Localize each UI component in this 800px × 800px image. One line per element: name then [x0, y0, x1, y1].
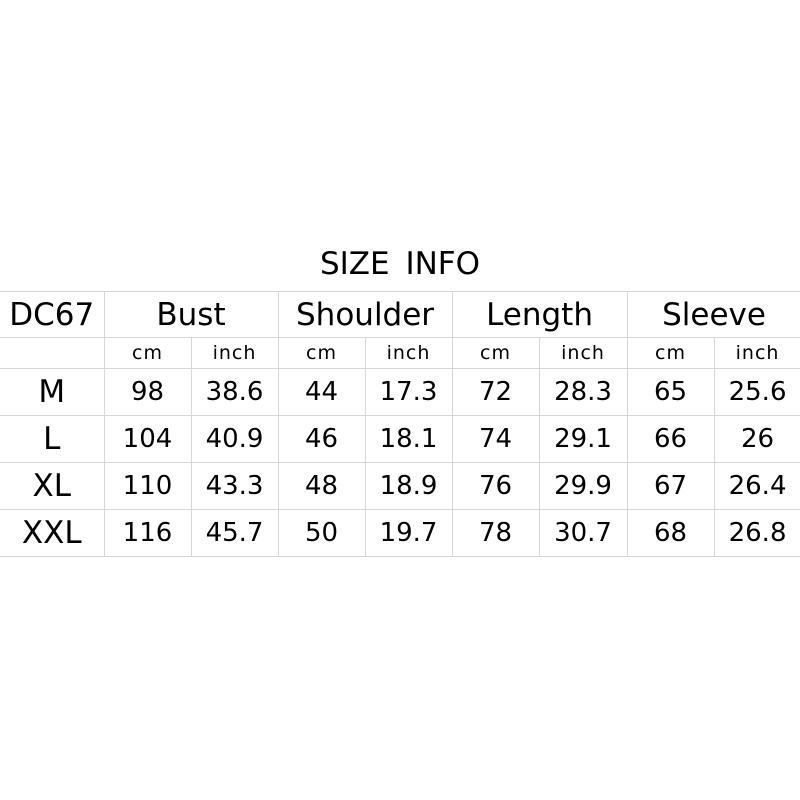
model-code: DC67 — [0, 291, 105, 338]
value-cell: 98 — [103, 368, 192, 416]
value-cell: 38.6 — [190, 368, 279, 416]
header-sleeve: Sleeve — [626, 291, 800, 338]
value-cell: 74 — [451, 415, 540, 463]
table-row: L 104 40.9 46 18.1 74 29.1 66 26 — [0, 415, 800, 463]
value-cell: 66 — [626, 415, 715, 463]
header-length: Length — [451, 291, 628, 338]
value-cell: 76 — [451, 462, 540, 510]
unit-cell: inch — [538, 337, 628, 369]
value-cell: 110 — [103, 462, 192, 510]
header-row: DC67 Bust Shoulder Length Sleeve — [0, 291, 800, 338]
table-row: XL 110 43.3 48 18.9 76 29.9 67 26.4 — [0, 462, 800, 510]
value-cell: 48 — [277, 462, 366, 510]
empty-cell — [0, 337, 105, 369]
value-cell: 29.1 — [538, 415, 628, 463]
value-cell: 78 — [451, 509, 540, 557]
value-cell: 45.7 — [190, 509, 279, 557]
header-bust: Bust — [103, 291, 279, 338]
table-row: XXL 116 45.7 50 19.7 78 30.7 68 26.8 — [0, 509, 800, 557]
value-cell: 26 — [713, 415, 800, 463]
size-label: XXL — [0, 509, 105, 557]
value-cell: 26.4 — [713, 462, 800, 510]
units-row: cm inch cm inch cm inch cm inch — [0, 337, 800, 369]
value-cell: 30.7 — [538, 509, 628, 557]
header-shoulder: Shoulder — [277, 291, 453, 338]
unit-cell: cm — [277, 337, 366, 369]
value-cell: 67 — [626, 462, 715, 510]
value-cell: 44 — [277, 368, 366, 416]
size-table: DC67 Bust Shoulder Length Sleeve cm inch c… — [0, 291, 800, 557]
value-cell: 46 — [277, 415, 366, 463]
unit-cell: inch — [364, 337, 453, 369]
value-cell: 28.3 — [538, 368, 628, 416]
value-cell: 68 — [626, 509, 715, 557]
table-row: M 98 38.6 44 17.3 72 28.3 65 25.6 — [0, 368, 800, 416]
value-cell: 29.9 — [538, 462, 628, 510]
value-cell: 65 — [626, 368, 715, 416]
value-cell: 40.9 — [190, 415, 279, 463]
value-cell: 25.6 — [713, 368, 800, 416]
size-label: L — [0, 415, 105, 463]
unit-cell: inch — [190, 337, 279, 369]
value-cell: 18.9 — [364, 462, 453, 510]
unit-cell: inch — [713, 337, 800, 369]
value-cell: 50 — [277, 509, 366, 557]
size-label: M — [0, 368, 105, 416]
unit-cell: cm — [451, 337, 540, 369]
value-cell: 17.3 — [364, 368, 453, 416]
chart-title: SIZE INFO — [319, 246, 481, 282]
value-cell: 43.3 — [190, 462, 279, 510]
size-label: XL — [0, 462, 105, 510]
unit-cell: cm — [103, 337, 192, 369]
unit-cell: cm — [626, 337, 715, 369]
value-cell: 19.7 — [364, 509, 453, 557]
value-cell: 72 — [451, 368, 540, 416]
value-cell: 104 — [103, 415, 192, 463]
value-cell: 116 — [103, 509, 192, 557]
value-cell: 18.1 — [364, 415, 453, 463]
value-cell: 26.8 — [713, 509, 800, 557]
